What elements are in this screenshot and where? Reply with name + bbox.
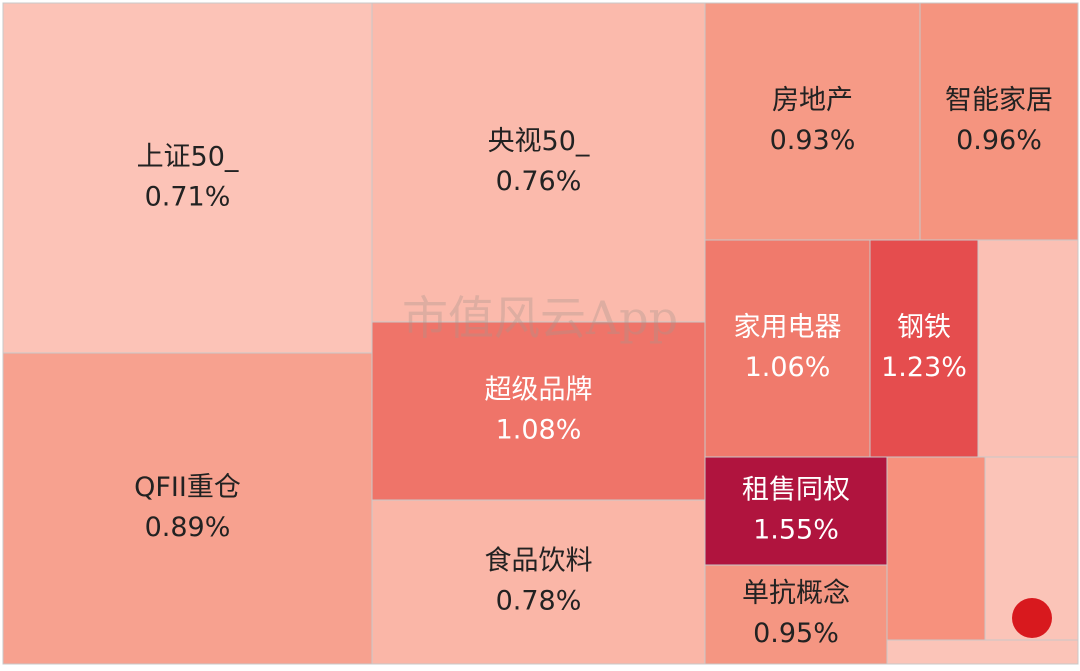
value-label: 1.06%: [745, 352, 831, 383]
value-label: 1.08%: [496, 415, 582, 446]
tile: [704, 564, 888, 665]
tile: [371, 499, 706, 665]
value-label: 0.78%: [496, 586, 582, 617]
tile: [371, 321, 706, 501]
value-label: 0.89%: [145, 512, 231, 543]
value-label: 0.93%: [770, 125, 856, 156]
tile-label: QFII重仓: [134, 472, 241, 503]
value-label: 0.95%: [753, 618, 839, 649]
tile-label: 租售同权: [742, 475, 850, 506]
tile-label: 单抗概念: [742, 578, 850, 609]
tile: [886, 639, 1079, 665]
tile-label: 超级品牌: [485, 375, 593, 406]
tile: [886, 456, 986, 641]
tile: [919, 2, 1079, 241]
tile: [704, 2, 921, 241]
value-label: 1.55%: [753, 515, 839, 546]
tile-label: 食品饮料: [485, 546, 593, 577]
tile: [371, 2, 706, 323]
tile-label: 智能家居: [945, 85, 1053, 116]
tile-label: 家用电器: [734, 312, 842, 343]
value-label: 0.76%: [496, 166, 582, 197]
tile: [2, 2, 373, 354]
seal-logo: [1012, 598, 1052, 638]
tile: [869, 239, 979, 458]
value-label: 1.23%: [881, 352, 967, 383]
watermark: 市值风云App: [402, 291, 678, 345]
tile-label: 房地产: [772, 85, 853, 116]
tile: [704, 239, 871, 458]
tile: [704, 456, 888, 566]
tile-label: 钢铁: [897, 312, 951, 343]
tile: [977, 239, 1079, 458]
tile-label: 央视50_: [488, 126, 590, 157]
value-label: 0.71%: [145, 182, 231, 213]
value-label: 0.96%: [956, 125, 1042, 156]
tile-label: 上证50_: [137, 142, 239, 173]
tile: [2, 352, 373, 665]
